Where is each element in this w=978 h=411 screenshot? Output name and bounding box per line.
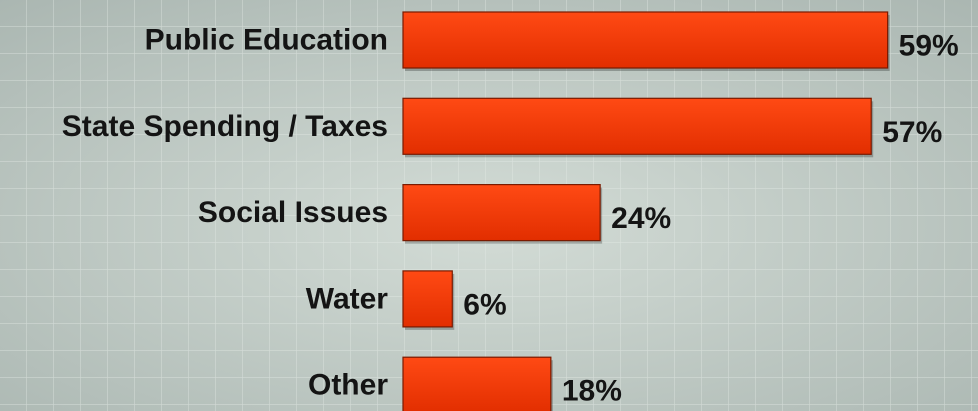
value-label: 6%: [463, 288, 506, 321]
bar: [402, 270, 453, 328]
value-label: 57%: [882, 116, 942, 149]
category-label: Water: [306, 282, 389, 315]
bar: [402, 184, 601, 242]
category-label: Public Education: [145, 24, 388, 57]
bar: [402, 97, 872, 155]
bar: [402, 356, 552, 411]
category-label: Other: [308, 369, 388, 402]
category-label: State Spending / Taxes: [62, 110, 388, 143]
value-label: 24%: [611, 202, 671, 235]
value-label: 18%: [562, 375, 622, 408]
category-label: Social Issues: [198, 196, 388, 229]
bar: [402, 11, 889, 69]
value-label: 59%: [899, 30, 959, 63]
